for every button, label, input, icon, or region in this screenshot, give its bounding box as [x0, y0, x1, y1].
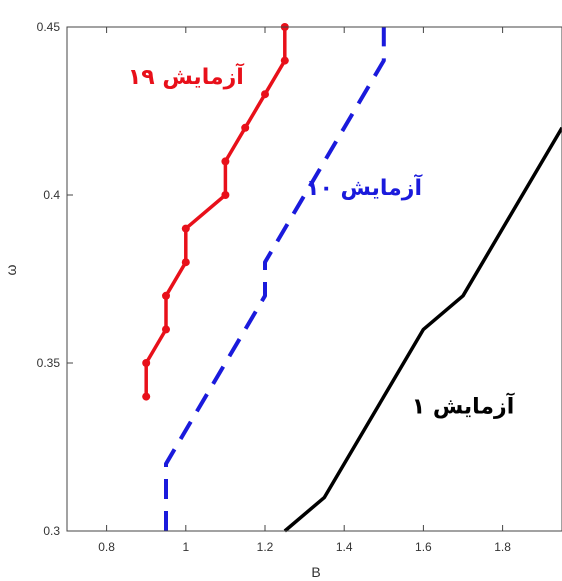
- x-axis-label: B: [311, 564, 320, 580]
- y-tick-label: 0.45: [37, 20, 61, 34]
- series-1-point: [142, 359, 151, 367]
- series-1-point: [221, 157, 230, 166]
- series-1-point: [162, 325, 170, 334]
- series-1-point: [181, 224, 190, 233]
- series-line-3: [283, 126, 562, 533]
- series-1-point: [181, 258, 190, 267]
- x-tick-label: 1: [182, 540, 189, 554]
- series-1-point: [162, 291, 170, 300]
- series-1-point: [221, 191, 230, 199]
- x-tick-label: 1.6: [415, 540, 432, 554]
- series-annotation-3: آزمایش ۱: [412, 391, 515, 419]
- x-tick-label: 0.8: [98, 540, 115, 554]
- series-annotation-1: آزمایش ۱۹: [128, 62, 244, 90]
- annotation-layer: آزمایش ۱۹ آزمایش ۱۰ آزمایش ۱: [128, 62, 515, 419]
- x-tick-label: 1.8: [494, 540, 511, 554]
- y-tick-label: 0.3: [43, 524, 60, 538]
- series-1-point: [261, 90, 269, 99]
- series-annotation-2: آزمایش ۱۰: [306, 173, 422, 201]
- x-tick-label: 1.2: [257, 540, 274, 554]
- series-1-point: [142, 392, 151, 401]
- series-layer: [142, 23, 562, 533]
- plot-frame: [66, 26, 562, 532]
- y-tick-label: 0.35: [37, 356, 61, 370]
- x-tick-label: 1.4: [336, 540, 353, 554]
- y-tick-label: 0.4: [43, 188, 60, 202]
- series-1-point: [241, 123, 250, 132]
- axes-layer: 0.8 1 1.2 1.4 1.6 1.8 0.3 0.35 0.4 0.45: [37, 20, 562, 554]
- series-line-1: [144, 27, 287, 397]
- plot-area: [67, 27, 562, 531]
- series-1-point: [280, 56, 289, 65]
- y-axis-label: ω: [3, 264, 19, 275]
